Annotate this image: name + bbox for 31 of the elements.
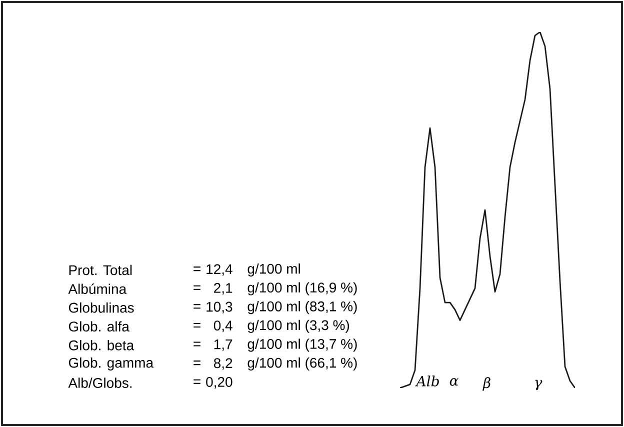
text: g/100 ml (16,9 %) bbox=[248, 282, 357, 296]
text: Prot. Total bbox=[69, 264, 132, 276]
text: 8,2 bbox=[214, 358, 232, 370]
text: g/100 ml (66,1 %) bbox=[248, 357, 357, 371]
text: 10,3 bbox=[206, 302, 232, 314]
text: Glob. gamma bbox=[68, 357, 154, 371]
text: g/100 ml bbox=[248, 263, 300, 277]
annotation: γ bbox=[535, 380, 542, 390]
text: = bbox=[194, 266, 200, 272]
text: = bbox=[194, 285, 200, 290]
text: 0,4 bbox=[214, 320, 232, 332]
text: g/100 ml (13,7 %) bbox=[248, 338, 357, 352]
text: = bbox=[194, 379, 200, 384]
text: 1,7 bbox=[214, 339, 232, 351]
annotation: β bbox=[482, 377, 490, 391]
text: Alb/Globs. bbox=[68, 378, 132, 388]
text: Albúmina bbox=[68, 284, 127, 294]
text: 12,4 bbox=[206, 264, 232, 276]
text: = bbox=[194, 322, 200, 328]
text: = bbox=[194, 304, 200, 309]
text: = bbox=[194, 342, 200, 346]
annotation: Alb bbox=[415, 376, 439, 386]
text: Glob. alfa bbox=[68, 321, 130, 332]
text: Globulinas bbox=[68, 302, 134, 313]
annotation: α bbox=[450, 378, 458, 386]
text: 0,20 bbox=[206, 376, 232, 389]
text: g/100 ml (83,1 %) bbox=[248, 301, 357, 314]
text: 2,1 bbox=[214, 282, 232, 295]
text: Glob. beta bbox=[68, 340, 134, 350]
text: = bbox=[194, 360, 200, 366]
text: g/100 ml (3,3 %) bbox=[248, 320, 350, 333]
